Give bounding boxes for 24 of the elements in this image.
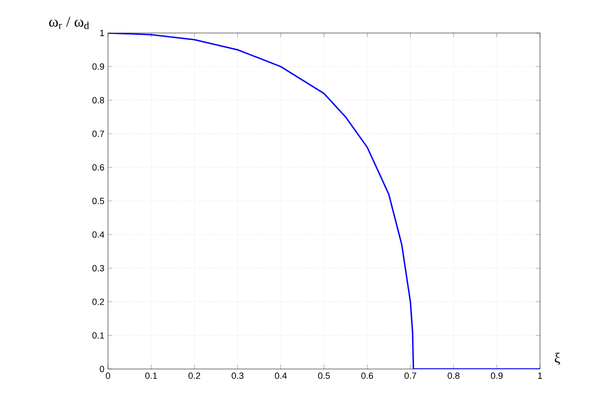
y-tick-label: 0.1	[92, 332, 104, 339]
x-tick-label: 0.1	[145, 372, 157, 379]
y-tick-label: 0.9	[92, 63, 104, 70]
x-tick-label: 0	[106, 372, 110, 379]
x-axis-title: ξ	[554, 352, 560, 366]
y-axis-title: ω$_{r}$ / ω$_{d}$	[49, 16, 89, 30]
x-tick-label: 0.7	[404, 372, 416, 379]
y-tick-label: 0.8	[92, 97, 104, 104]
x-tick-label: 0.9	[490, 372, 503, 379]
x-tick-label: 0.5	[318, 372, 330, 379]
y-tick-label: 0.5	[92, 198, 104, 204]
x-tick-label: 0.4	[274, 372, 287, 379]
y-tick-label: 1	[100, 30, 104, 36]
x-tick-label: 1	[538, 372, 542, 379]
x-tick-label: 0.3	[232, 372, 244, 379]
y-tick-label: 0.6	[92, 164, 104, 171]
y-tick-label: 0.7	[92, 130, 104, 137]
x-tick-label: 0.6	[361, 372, 374, 379]
y-tick-label: 0.3	[92, 265, 104, 272]
x-tick-label: 0.2	[188, 372, 200, 379]
x-tick-label: 0.8	[448, 372, 460, 379]
y-tick-label: 0.2	[92, 298, 104, 305]
y-tick-label: 0.4	[92, 231, 104, 238]
y-tick-label: 0	[100, 366, 104, 372]
